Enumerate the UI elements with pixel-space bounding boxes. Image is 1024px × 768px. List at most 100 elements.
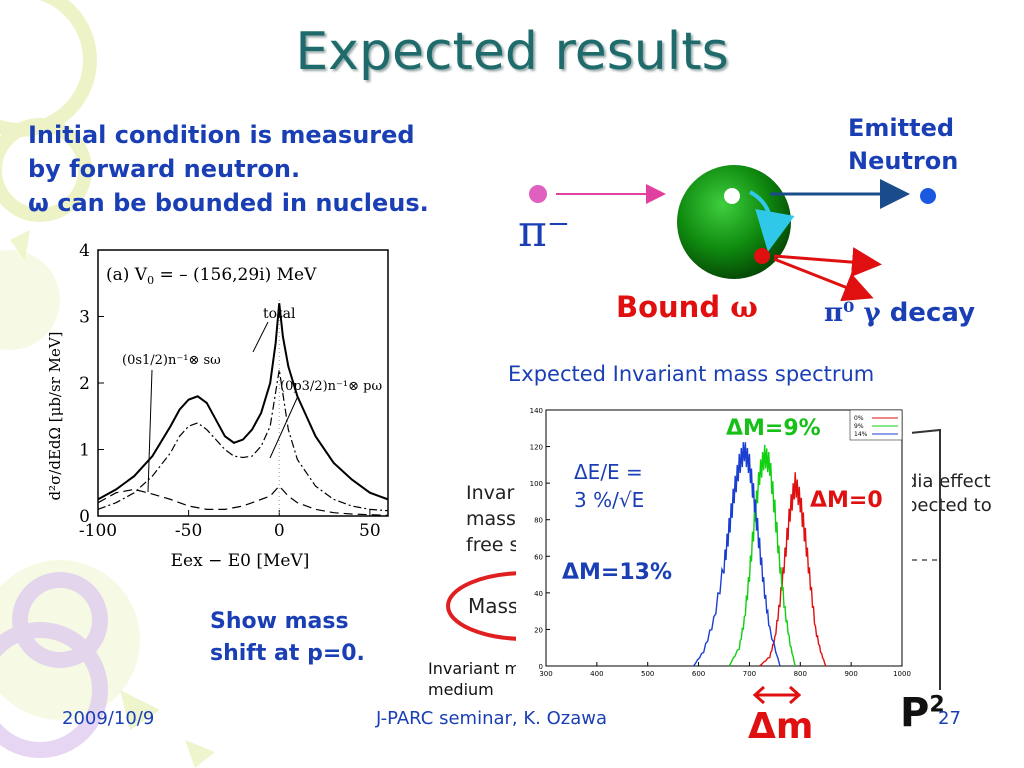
decay-text: decay: [880, 298, 976, 328]
nucleus: [677, 165, 791, 279]
emitted-line-2: Neutron: [848, 147, 959, 175]
theory-series-line: [97, 485, 389, 516]
theory-plot: 0 1 2 3 4 -100 -50 0 50 (a) V0 = – (156,29i) Me…: [46, 241, 389, 571]
dm-label: Δm: [748, 706, 814, 747]
s-pointer: [147, 369, 153, 493]
spectrum-y-tick-label: 140: [530, 407, 543, 415]
decay-arrow-1: [773, 247, 882, 278]
decay-label: π⁰ γ decay: [824, 298, 975, 328]
theory-y-tick-label: 4: [79, 241, 90, 261]
s-state-label: (0s1/2)n⁻¹⊗ sω: [122, 353, 221, 368]
scan-text-3: free s: [466, 534, 520, 556]
emitted-line-1: Emitted: [848, 114, 955, 142]
theory-x-tick-label: 0: [274, 521, 285, 541]
decay-particles: π⁰ γ: [824, 298, 881, 328]
theory-x-tick-label: -50: [175, 521, 202, 541]
footer-page-number: 27: [938, 708, 961, 729]
mass-shift-note: Show mass shift at p=0.: [210, 606, 410, 670]
bound-omega-particle: [754, 248, 770, 264]
conversion-arrow: [748, 190, 795, 252]
mass-shift-line-2: shift at p=0.: [210, 641, 365, 666]
panel-label: (a) V0 = – (156,29i) MeV: [106, 265, 317, 287]
intro-line-3: ω can be bounded in nucleus.: [28, 186, 508, 220]
intro-line-1: Initial condition is measured: [28, 121, 415, 149]
spectrum-y-tick-label: 20: [534, 626, 543, 634]
scan-frame-right: [900, 428, 941, 690]
omega-symbol: ω: [28, 189, 49, 217]
dm-double-arrow: [752, 685, 802, 705]
scan-text-mass: Mass: [468, 594, 519, 618]
theory-series: [97, 303, 389, 516]
label-dM0: ΔM=0: [810, 488, 883, 513]
bound-omega-label: Bound ω: [616, 290, 758, 324]
theory-series-line: [97, 303, 389, 501]
intro-line-2: by forward neutron.: [28, 155, 301, 183]
spectrum-legend-label: 0%: [854, 415, 864, 422]
emitted-neutron: [920, 188, 936, 204]
spectrum-x-tick-label: 600: [692, 670, 705, 678]
pi-minus-label: π⁻: [518, 206, 571, 257]
slide-title: Expected results: [295, 22, 729, 82]
theory-x-tick-label: -100: [79, 521, 117, 541]
spectrum-series-line: [692, 442, 781, 667]
theory-x-ticks: -100 -50 0 50: [79, 300, 381, 541]
theory-x-tick-label: 50: [359, 521, 381, 541]
total-label: total: [263, 306, 296, 322]
reaction-diagram: [529, 165, 936, 302]
scan-text-5: dia effect: [906, 471, 991, 492]
spectrum-plot-bg: [516, 402, 912, 680]
spectrum-y-tick-label: 80: [534, 517, 543, 525]
theory-y-tick-label: 0: [79, 507, 90, 527]
scan-invariant-note: Invariant m medium: [428, 658, 520, 700]
scan-text-6: pected to: [906, 495, 992, 516]
p-state-label: (0p3/2)n⁻¹⊗ pω: [280, 379, 382, 394]
spectrum-series-line: [728, 444, 796, 667]
resolution-line-1: ΔE/E =: [574, 460, 643, 484]
intro-text: Initial condition is measured by forward…: [28, 118, 508, 220]
spectrum-y-tick-label: 40: [534, 590, 543, 598]
footer-date: 2009/10/9: [62, 708, 155, 729]
spectrum-x-tick-label: 400: [590, 670, 603, 678]
spectrum-legend-box: [849, 409, 903, 441]
spectrum-legend-label: 9%: [854, 423, 864, 430]
spectrum-y-tick-label: 100: [530, 480, 543, 488]
intro-line-3-text: can be bounded in nucleus.: [48, 189, 429, 217]
scan-inv-line-1: Invariant m: [428, 659, 521, 678]
spectrum-y-tick-label: 60: [534, 553, 543, 561]
theory-x-label: Eex − E0 [MeV]: [171, 551, 310, 571]
bound-omega-symbol: ω: [730, 290, 758, 324]
spectrum-x-tick-label: 900: [844, 670, 857, 678]
decay-arrow-2: [773, 257, 874, 302]
p-pointer: [269, 395, 299, 459]
emitted-neutron-label: Emitted Neutron: [848, 112, 988, 178]
scan-fragment-right: dia effect pected to: [906, 470, 992, 518]
spectrum-series-line: [759, 472, 827, 667]
spectrum-x-tick-label: 1000: [893, 670, 911, 678]
scan-inv-line-2: medium: [428, 680, 494, 699]
scan-fragment-left: Invar mass free s: [466, 480, 519, 558]
spectrum-legend: 0%9%14%: [849, 409, 903, 441]
spectrum-plot: 0 20 40 60 80 100 120 140 300 400 500 600 700 800 900…: [516, 402, 912, 680]
target-neutron: [724, 188, 740, 204]
total-pointer: [252, 321, 269, 353]
scan-p-squared: P2: [900, 690, 945, 736]
resolution-label: ΔE/E = 3 %/√E: [574, 458, 644, 514]
label-dM9: ΔM=9%: [726, 416, 821, 441]
footer-center: J-PARC seminar, K. Ozawa: [376, 708, 607, 729]
pion-particle: [529, 185, 547, 203]
scan-text-1: Invar: [466, 482, 515, 504]
spectrum-x-tick-label: 300: [539, 670, 552, 678]
spectrum-caption: Expected Invariant mass spectrum: [508, 362, 875, 386]
spectrum-plot-frame: [545, 409, 903, 667]
label-dM13: ΔM=13%: [562, 560, 673, 585]
spectrum-x-tick-label: 500: [641, 670, 654, 678]
spectrum-x-tick-label: 800: [794, 670, 807, 678]
theory-y-label: d²σ/dEdΩ [μb/sr MeV]: [46, 331, 64, 500]
resolution-line-2: 3 %/√E: [574, 488, 645, 512]
theory-y-tick-label: 3: [79, 308, 90, 328]
theory-y-ticks: 0 1 2 3 4: [79, 241, 104, 527]
spectrum-y-tick-label: 0: [539, 663, 543, 671]
theory-y-tick-label: 2: [79, 374, 90, 394]
spectrum-series: [692, 442, 827, 667]
